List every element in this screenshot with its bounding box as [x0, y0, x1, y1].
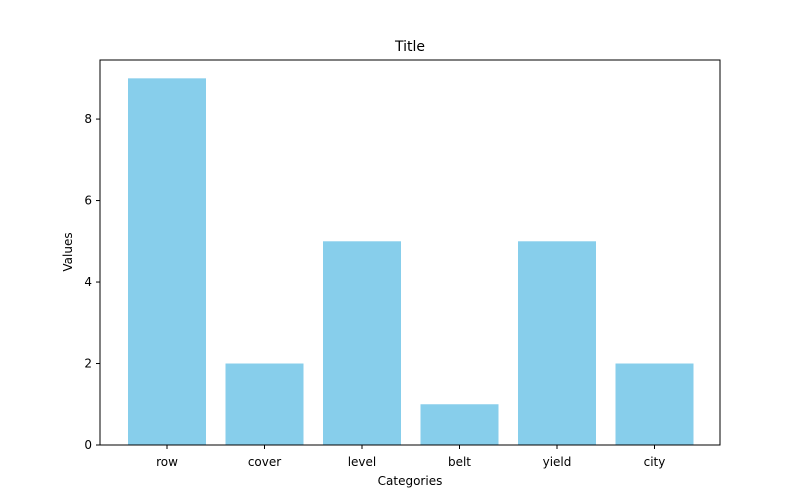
x-tick-label: cover [248, 455, 281, 469]
x-axis-label: Categories [378, 474, 443, 488]
x-ticks-group: row cover level belt yield city [156, 445, 665, 469]
x-tick-label: yield [543, 455, 572, 469]
y-tick-label: 2 [84, 357, 92, 371]
chart-title: Title [394, 39, 425, 55]
bars-group [128, 78, 694, 445]
y-tick-label: 8 [84, 112, 92, 126]
y-tick-label: 4 [84, 275, 92, 289]
x-tick-label: belt [448, 455, 471, 469]
y-tick-label: 6 [84, 194, 92, 208]
x-tick-label: row [156, 455, 178, 469]
bar-yield [518, 241, 596, 445]
x-tick-label: level [348, 455, 377, 469]
bar-belt [420, 404, 499, 445]
bar-row [128, 78, 206, 445]
bar-city [615, 363, 694, 445]
x-tick-label: city [644, 455, 666, 469]
plot-frame [99, 59, 721, 446]
bar-level [323, 241, 401, 445]
y-axis-label: Values [61, 232, 75, 271]
bar-cover [225, 363, 304, 445]
y-ticks-group: 0 2 4 6 8 [84, 112, 100, 452]
y-tick-label: 0 [84, 438, 92, 452]
